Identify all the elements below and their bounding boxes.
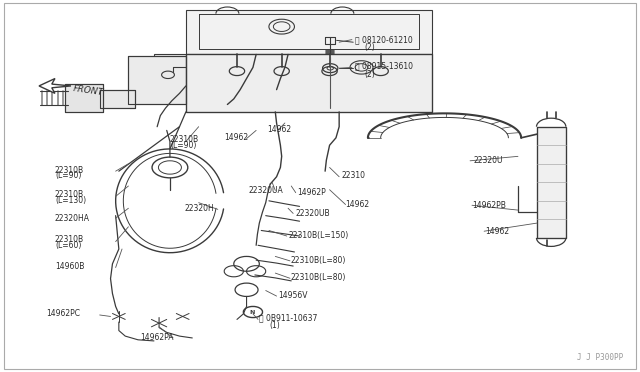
Text: (L=130): (L=130) [55,196,86,205]
Polygon shape [537,127,566,238]
Text: 14960B: 14960B [55,262,84,271]
Polygon shape [100,90,135,108]
Text: (L=90): (L=90) [170,141,196,150]
Text: (L=60): (L=60) [55,241,81,250]
Text: 22320U: 22320U [473,156,503,165]
Polygon shape [154,54,186,77]
Text: 14962: 14962 [268,125,292,134]
Text: 22310B(L=80): 22310B(L=80) [291,273,346,282]
Polygon shape [186,10,432,54]
Text: 22310: 22310 [341,171,365,180]
Text: Ⓦ 08915-13610: Ⓦ 08915-13610 [355,62,413,71]
Text: 14962PA: 14962PA [140,333,173,343]
Text: 14956V: 14956V [278,291,308,300]
Text: 14962: 14962 [346,200,370,209]
Text: (2): (2) [365,43,376,52]
Polygon shape [129,56,186,105]
Text: 14962P: 14962P [297,188,326,197]
Text: Ⓑ 08120-61210: Ⓑ 08120-61210 [355,35,413,44]
Text: Ⓝ 0B911-10637: Ⓝ 0B911-10637 [259,313,317,322]
Text: 22310B: 22310B [55,235,84,244]
Text: N: N [249,310,254,314]
Text: 22320UB: 22320UB [295,209,330,218]
Polygon shape [39,78,71,93]
Text: 22310B: 22310B [170,135,199,144]
Text: (1): (1) [269,321,280,330]
Text: 22310B: 22310B [55,166,84,174]
Text: 22310B: 22310B [55,190,84,199]
Polygon shape [65,84,103,112]
Text: 22320HA: 22320HA [55,214,90,223]
Polygon shape [186,54,432,112]
Text: 14962PB: 14962PB [472,201,506,210]
Text: (2): (2) [365,70,376,79]
Text: 22310B(L=150): 22310B(L=150) [288,231,348,240]
Text: FRONT: FRONT [72,84,104,97]
Text: (L=90): (L=90) [55,171,81,180]
Text: 22320H: 22320H [184,205,214,214]
Text: 14962PC: 14962PC [47,310,81,318]
Text: 14962: 14962 [224,133,248,142]
Text: J J P300PP: J J P300PP [577,353,623,362]
Text: 22310B(L=80): 22310B(L=80) [291,256,346,264]
Text: 14962: 14962 [484,227,509,236]
Text: 22320UA: 22320UA [248,186,284,195]
